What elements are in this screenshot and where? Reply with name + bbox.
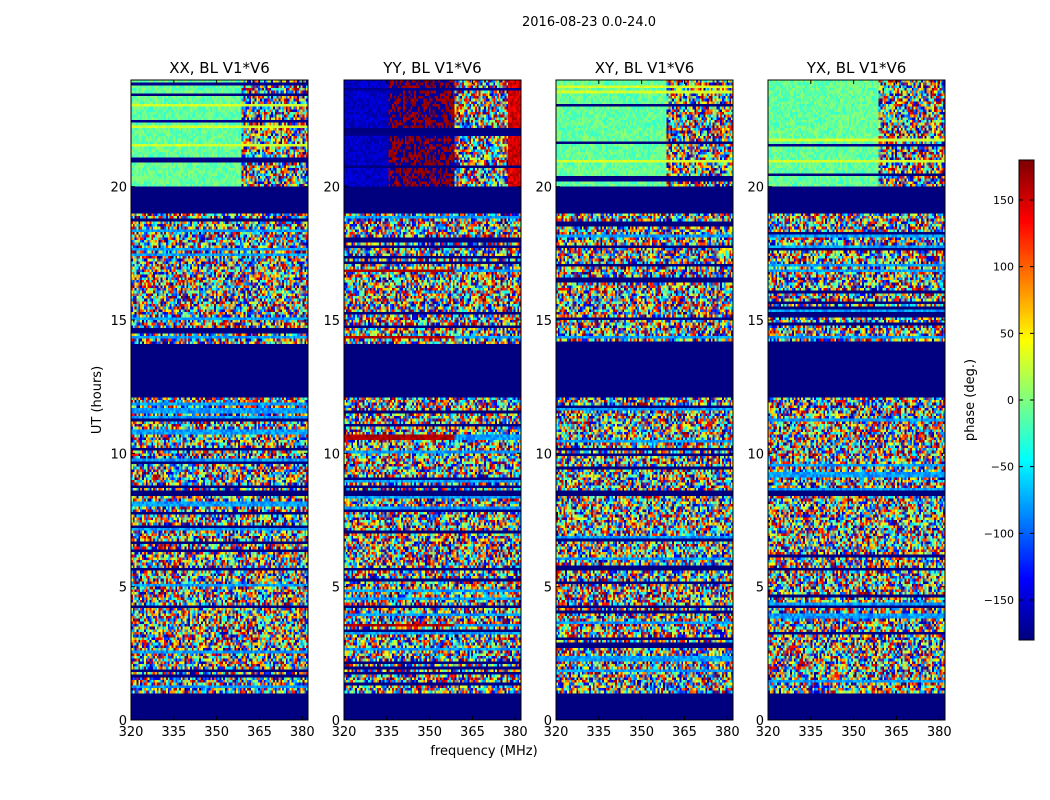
y-tick-label: 5	[756, 581, 764, 596]
panel-yx: YX, BL V1*V6 320 335 350 365 380 0 5 10 15 20	[747, 59, 951, 740]
x-tick-label: 320	[119, 725, 144, 740]
x-tick-label: 380	[503, 725, 528, 740]
y-tick-label: 15	[110, 314, 127, 329]
panel-frame	[343, 79, 522, 721]
panel-xx: XX, BL V1*V6 320 335 350 365 380 0 5 10 15 20	[110, 59, 314, 740]
x-axis-label: frequency (MHz)	[430, 744, 537, 759]
x-tick-label: 350	[841, 725, 866, 740]
y-tick-label: 5	[119, 581, 127, 596]
panel-title-yy: YY, BL V1*V6	[382, 59, 481, 77]
heatmap-yx	[768, 80, 945, 720]
y-tick-label: 5	[332, 581, 340, 596]
colorbar: 150 100 50 0 −50 −100 −150	[984, 159, 1035, 641]
y-tick-label: 10	[323, 447, 340, 462]
x-tick-label: 350	[417, 725, 442, 740]
chart-title: 2016-08-23 0.0-24.0	[522, 15, 656, 30]
x-tick-label: 320	[332, 725, 357, 740]
panel-yy: YY, BL V1*V6 320 335 350 365 380 0 5 10 15 20	[323, 59, 527, 740]
colorbar-tick-label: −100	[984, 527, 1014, 540]
y-tick-label: 10	[535, 447, 552, 462]
x-tick-label: 350	[204, 725, 229, 740]
colorbar-gradient	[1019, 160, 1034, 640]
y-tick-label: 15	[535, 314, 552, 329]
heatmap-xx	[131, 80, 308, 720]
y-tick-label: 10	[747, 447, 764, 462]
x-tick-label: 365	[884, 725, 909, 740]
panel-frame	[767, 79, 946, 721]
x-tick-label: 335	[586, 725, 611, 740]
y-tick-label: 20	[323, 181, 340, 196]
y-axis-label: UT (hours)	[90, 366, 105, 434]
colorbar-tick-label: 0	[1007, 394, 1014, 407]
y-tick-label: 10	[110, 447, 127, 462]
colorbar-label: phase (deg.)	[963, 359, 978, 441]
x-tick-label: 380	[715, 725, 740, 740]
x-tick-label: 350	[629, 725, 654, 740]
x-tick-label: 335	[374, 725, 399, 740]
y-tick-label: 0	[119, 714, 127, 729]
x-tick-label: 380	[927, 725, 952, 740]
y-tick-label: 15	[323, 314, 340, 329]
y-tick-label: 20	[747, 181, 764, 196]
colorbar-tick-label: 150	[993, 194, 1014, 207]
x-tick-label: 320	[544, 725, 569, 740]
x-tick-label: 335	[161, 725, 186, 740]
panel-frame	[130, 79, 309, 721]
colorbar-tick-label: 100	[993, 261, 1014, 274]
panel-frame	[555, 79, 734, 721]
x-tick-label: 365	[672, 725, 697, 740]
panel-title-yx: YX, BL V1*V6	[806, 59, 907, 77]
x-tick-label: 335	[798, 725, 823, 740]
y-tick-label: 0	[332, 714, 340, 729]
colorbar-tick-label: 50	[1000, 327, 1014, 340]
heatmap-yy	[344, 80, 521, 720]
y-tick-label: 20	[535, 181, 552, 196]
heatmap-xy	[556, 80, 733, 720]
y-tick-label: 20	[110, 181, 127, 196]
panel-title-xy: XY, BL V1*V6	[595, 59, 695, 77]
panel-title-xx: XX, BL V1*V6	[169, 59, 270, 77]
panel-xy: XY, BL V1*V6 320 335 350 365 380 0 5 10 15 20	[535, 59, 739, 740]
x-tick-label: 365	[247, 725, 272, 740]
x-tick-label: 380	[290, 725, 315, 740]
colorbar-tick-label: −50	[991, 461, 1014, 474]
x-tick-label: 320	[756, 725, 781, 740]
y-tick-label: 0	[544, 714, 552, 729]
colorbar-tick-label: −150	[984, 594, 1014, 607]
y-tick-label: 0	[756, 714, 764, 729]
y-tick-label: 5	[544, 581, 552, 596]
x-tick-label: 365	[460, 725, 485, 740]
y-tick-label: 15	[747, 314, 764, 329]
